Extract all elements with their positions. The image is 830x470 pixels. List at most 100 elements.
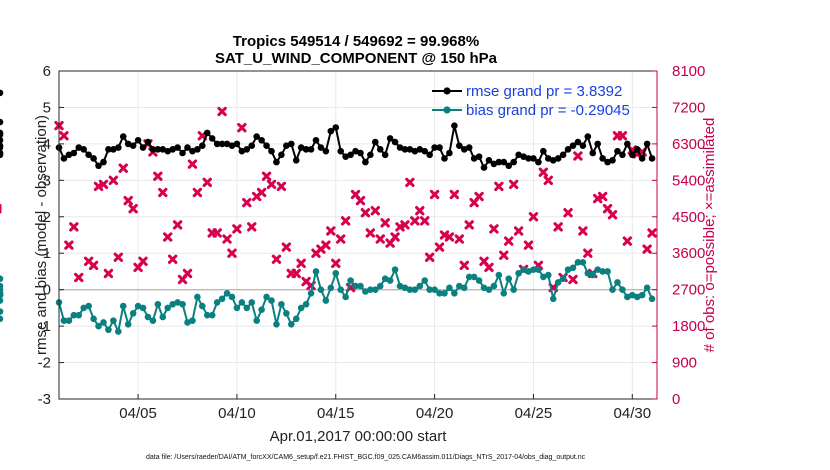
data-point-bias [307, 290, 315, 297]
data-point-rmse [95, 162, 102, 170]
data-point-bias [332, 269, 340, 277]
obs-marker [281, 242, 292, 252]
obs-marker [617, 131, 628, 141]
y-axis-label: rmse and bias (model - observation) [33, 115, 50, 355]
obs-marker [454, 234, 465, 244]
data-point-bias [367, 286, 374, 293]
data-point-bias [342, 293, 349, 301]
data-point-bias [470, 273, 478, 281]
data-point-rmse [475, 153, 483, 160]
data-point-bias [263, 293, 270, 301]
obs-marker [128, 203, 138, 214]
data-point-rmse [421, 147, 429, 155]
obs-marker [429, 189, 440, 200]
obs-marker [538, 167, 549, 177]
footer-text: data file: /Users/raeder/DAI/ATM_forcXX/… [146, 454, 586, 461]
x-tick-label: 04/05 [119, 405, 157, 422]
data-point-rmse [149, 146, 157, 153]
data-point-rmse [648, 155, 656, 162]
data-point-rmse [619, 151, 626, 159]
data-point-rmse [0, 129, 4, 137]
obs-marker [508, 179, 519, 190]
data-point-rmse [80, 146, 88, 153]
obs-marker [553, 222, 563, 232]
data-point-rmse [278, 151, 285, 159]
obs-marker [420, 216, 430, 226]
y2-tick-label: 2700 [672, 282, 705, 299]
data-point-bias [589, 271, 597, 279]
obs-marker [227, 248, 237, 258]
data-point-bias [203, 311, 211, 319]
obs-marker [578, 226, 588, 236]
obs-marker [528, 212, 539, 222]
data-point-rmse [441, 155, 448, 162]
legend-label-bias: bias grand pr = -0.29045 [466, 102, 630, 119]
data-point-bias [228, 293, 236, 301]
data-point-bias [643, 284, 651, 292]
data-point-rmse [322, 147, 330, 155]
y-tick-label: 1 [43, 245, 51, 262]
data-point-bias [149, 317, 157, 324]
obs-marker [232, 224, 242, 234]
plot-area [59, 71, 657, 399]
x-tick-label: 04/15 [317, 405, 355, 422]
data-point-bias [648, 295, 656, 303]
data-point-rmse [129, 142, 137, 150]
data-point-rmse [287, 140, 295, 148]
obs-marker [642, 244, 652, 254]
data-point-rmse [139, 144, 147, 151]
obs-marker [222, 234, 232, 244]
data-point-bias [436, 290, 443, 297]
data-point-bias [544, 271, 552, 279]
data-point-rmse [199, 142, 206, 150]
data-point-bias [297, 304, 305, 312]
y-tick-label: 2 [43, 209, 51, 226]
data-point-rmse [70, 149, 78, 157]
data-point-bias [0, 275, 4, 283]
obs-marker [380, 218, 390, 228]
y2-tick-label: 5400 [672, 172, 705, 189]
obs-marker [360, 208, 371, 218]
data-point-rmse [535, 158, 542, 166]
obs-marker [69, 222, 79, 232]
obs-marker [321, 240, 331, 250]
data-point-rmse [510, 158, 517, 166]
obs-marker [474, 191, 484, 202]
data-point-rmse [391, 138, 399, 146]
data-point-bias [95, 322, 102, 330]
data-point-bias [248, 299, 256, 306]
data-point-bias [75, 311, 83, 319]
y2-tick-label: 1800 [672, 318, 705, 335]
obs-marker [167, 254, 178, 264]
data-point-rmse [233, 140, 241, 148]
data-point-bias [273, 320, 280, 328]
obs-marker [444, 232, 455, 242]
data-point-bias [371, 286, 379, 293]
data-point-rmse [307, 146, 315, 153]
data-point-rmse [589, 149, 597, 157]
obs-marker [187, 159, 198, 169]
obs-marker [103, 268, 114, 279]
obs-marker [336, 234, 346, 244]
obs-marker [622, 236, 633, 246]
obs-marker [464, 220, 474, 230]
obs-marker [202, 177, 212, 188]
data-point-bias [495, 271, 503, 279]
data-point-rmse [347, 151, 354, 159]
obs-marker [499, 250, 509, 260]
data-point-rmse [381, 151, 389, 159]
obs-marker [163, 232, 173, 242]
obs-marker [182, 268, 193, 279]
data-point-rmse [60, 155, 68, 162]
obs-marker [370, 206, 380, 216]
data-point-rmse [184, 144, 191, 151]
obs-marker [375, 234, 385, 244]
y-tick-label: 4 [43, 136, 51, 153]
data-point-bias [475, 277, 483, 284]
y-tick-label: 3 [43, 172, 51, 189]
obs-marker [247, 222, 257, 232]
data-point-rmse [624, 140, 631, 148]
data-point-bias [194, 293, 201, 301]
obs-marker [88, 260, 99, 271]
